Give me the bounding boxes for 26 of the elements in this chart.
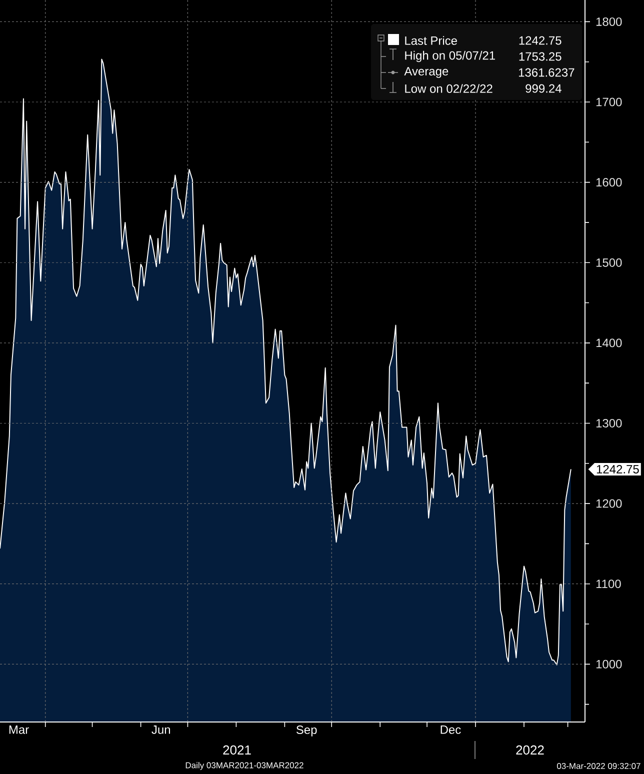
x-tick-label: Sep: [296, 726, 317, 736]
x-tick-label: Mar: [9, 726, 29, 734]
annotation: 1361.6237: [518, 68, 574, 77]
legend-label: Last Price: [405, 36, 457, 45]
y-tick-label: 1000: [596, 660, 622, 668]
annotation: 1242.75: [519, 36, 562, 45]
y-tick-label: 1400: [596, 338, 622, 348]
x-tick-label: Jun: [152, 726, 170, 734]
annotation: 999.24: [526, 84, 562, 93]
y-tick-label: 1200: [596, 499, 622, 508]
annotation: High on 05/07/21: [405, 50, 495, 62]
y-tick-label: 1800: [596, 17, 622, 26]
annotation: Average: [404, 67, 448, 78]
y-tick-label: 1500: [596, 258, 622, 267]
y-tick-label: 1600: [596, 178, 622, 187]
text: 2021: [223, 745, 251, 755]
text: 2022: [516, 745, 544, 755]
text: Daily 03MAR2021-03MAR2022: [186, 762, 304, 770]
x-tick-label: Dec: [440, 726, 461, 734]
y-tick-label: 1700: [596, 98, 622, 106]
text: 03-Mar-2022 09:32:07: [557, 762, 640, 769]
y-tick-label: 1300: [596, 418, 622, 428]
y-tick-label: 1242.75: [596, 464, 639, 474]
annotation: 1753.25: [519, 52, 562, 61]
y-tick-label: 1100: [596, 580, 621, 588]
annotation: Low on 02/22/22: [405, 84, 492, 93]
